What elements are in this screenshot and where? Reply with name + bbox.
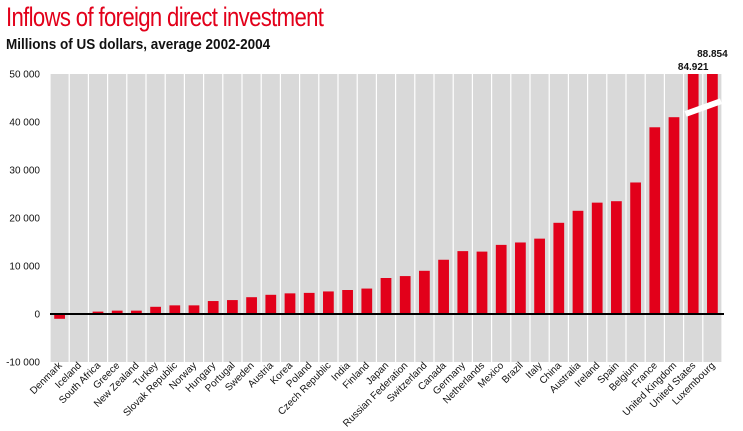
value-label-luxembourg: 88.854 bbox=[697, 49, 728, 60]
bar-switzerland bbox=[419, 270, 430, 314]
bar-japan bbox=[380, 278, 392, 314]
stripe-sweden bbox=[242, 74, 261, 362]
stripe-austria bbox=[261, 74, 280, 362]
bar-luxembourg bbox=[707, 74, 718, 314]
stripe-canada bbox=[434, 74, 453, 362]
stripe-norway bbox=[185, 74, 203, 362]
bar-greece bbox=[111, 310, 123, 314]
stripe-hungary bbox=[204, 74, 223, 362]
bar-slovak-republic bbox=[169, 305, 181, 314]
stripe-china bbox=[549, 74, 568, 362]
y-tick-label: 0 bbox=[34, 310, 40, 321]
bar-china bbox=[553, 222, 565, 314]
x-label-brazil: Brazil bbox=[500, 360, 525, 385]
bar-mexico bbox=[495, 244, 507, 314]
bar-australia bbox=[572, 210, 584, 314]
axis-break-mark bbox=[684, 98, 723, 117]
bar-russian-federation bbox=[399, 276, 411, 314]
bar-poland bbox=[303, 292, 315, 314]
bar-portugal bbox=[227, 300, 238, 314]
value-labels: 84.921 88.854 bbox=[678, 49, 728, 73]
bar-united-kingdom bbox=[668, 117, 680, 314]
bar-brazil bbox=[515, 242, 526, 314]
stripe-portugal bbox=[223, 74, 242, 362]
chart-title: Inflows of foreign direct investment bbox=[6, 2, 324, 32]
bar-sweden bbox=[246, 297, 257, 314]
stripe-netherlands bbox=[473, 74, 491, 362]
y-tick-label: 10 000 bbox=[9, 262, 40, 273]
bar-turkey bbox=[150, 306, 161, 314]
bar-ireland bbox=[591, 202, 603, 314]
y-tick-label: 30 000 bbox=[9, 166, 40, 177]
bar-canada bbox=[438, 259, 449, 314]
stripe-slovak-republic bbox=[165, 74, 184, 362]
stripe-poland bbox=[300, 74, 319, 362]
bar-norway bbox=[188, 305, 200, 314]
bar-korea bbox=[284, 293, 296, 314]
bar-south-africa bbox=[92, 311, 104, 314]
stripe-finland bbox=[357, 74, 376, 362]
stripe-south-africa bbox=[89, 74, 107, 362]
bar-italy bbox=[534, 238, 545, 314]
stripe-mexico bbox=[492, 74, 511, 362]
axis-break bbox=[684, 98, 723, 117]
stripe-brazil bbox=[511, 74, 530, 362]
chart-subtitle: Millions of US dollars, average 2002-200… bbox=[6, 36, 271, 53]
y-tick-label: 50 000 bbox=[9, 70, 40, 81]
stripe-germany bbox=[453, 74, 472, 362]
stripe-iceland bbox=[69, 74, 88, 362]
y-tick-label: 40 000 bbox=[9, 118, 40, 129]
bars bbox=[54, 74, 718, 319]
stripe-denmark bbox=[50, 74, 69, 362]
bar-finland bbox=[361, 288, 373, 314]
stripe-india bbox=[338, 74, 357, 362]
bar-belgium bbox=[630, 182, 641, 314]
bar-france bbox=[649, 127, 661, 314]
stripe-japan bbox=[377, 74, 395, 362]
bar-austria bbox=[265, 294, 277, 314]
stripe-greece bbox=[108, 74, 127, 362]
bar-czech-republic bbox=[323, 291, 334, 314]
y-tick-label: -10 000 bbox=[6, 358, 40, 369]
bar-denmark bbox=[54, 314, 65, 319]
stripe-turkey bbox=[146, 74, 165, 362]
stripe-italy bbox=[530, 74, 549, 362]
bar-hungary bbox=[207, 301, 219, 314]
bar-germany bbox=[457, 251, 469, 314]
stripe-czech-republic bbox=[319, 74, 338, 362]
stripe-new-zealand bbox=[127, 74, 146, 362]
bar-united-states bbox=[687, 74, 699, 314]
bar-spain bbox=[611, 201, 622, 314]
stripe-switzerland bbox=[415, 74, 434, 362]
stripe-korea bbox=[281, 74, 299, 362]
y-tick-label: 20 000 bbox=[9, 214, 40, 225]
stripe-russian-federation bbox=[396, 74, 415, 362]
bar-india bbox=[342, 290, 353, 314]
y-axis-ticks: -10 000 0 10 000 20 000 30 000 40 000 50 000 bbox=[6, 70, 40, 369]
value-label-united-states: 84.921 bbox=[678, 62, 709, 73]
bar-new-zealand bbox=[131, 310, 142, 314]
bar-netherlands bbox=[476, 251, 488, 314]
